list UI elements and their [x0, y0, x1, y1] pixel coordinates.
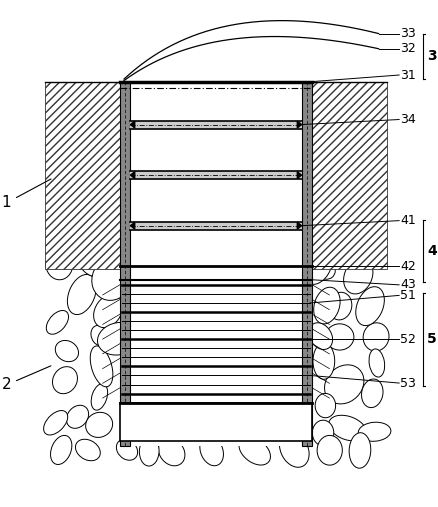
Ellipse shape [90, 346, 113, 387]
Ellipse shape [75, 439, 100, 461]
Ellipse shape [363, 323, 389, 351]
Ellipse shape [91, 325, 108, 346]
Ellipse shape [315, 393, 336, 418]
Bar [131, 82, 302, 446]
Ellipse shape [325, 324, 354, 350]
Ellipse shape [309, 323, 332, 349]
Text: 1: 1 [2, 179, 51, 210]
Bar [120, 403, 312, 441]
Ellipse shape [317, 436, 343, 465]
Ellipse shape [55, 340, 78, 361]
Ellipse shape [94, 295, 123, 328]
Bar [302, 82, 312, 446]
Ellipse shape [358, 422, 391, 441]
Text: 3: 3 [427, 49, 437, 63]
Bar [312, 82, 387, 269]
Text: 32: 32 [400, 42, 416, 55]
Ellipse shape [67, 274, 96, 314]
Ellipse shape [46, 248, 73, 280]
Ellipse shape [356, 286, 384, 325]
Polygon shape [131, 121, 135, 128]
Ellipse shape [313, 343, 335, 379]
Ellipse shape [86, 412, 113, 438]
Polygon shape [131, 172, 135, 178]
Polygon shape [297, 121, 302, 128]
Text: 2: 2 [2, 366, 51, 392]
Ellipse shape [50, 436, 72, 464]
Text: 31: 31 [400, 68, 416, 82]
Ellipse shape [159, 438, 185, 466]
Ellipse shape [79, 252, 106, 277]
Ellipse shape [318, 262, 335, 279]
Ellipse shape [239, 437, 271, 465]
Bar [131, 171, 302, 179]
Ellipse shape [279, 431, 309, 467]
Ellipse shape [46, 310, 68, 334]
Polygon shape [131, 223, 135, 229]
Text: 4: 4 [427, 244, 437, 258]
Ellipse shape [98, 322, 139, 355]
Text: 34: 34 [400, 113, 416, 126]
Ellipse shape [344, 258, 373, 294]
Ellipse shape [307, 257, 331, 284]
Text: 5: 5 [427, 332, 437, 346]
Ellipse shape [53, 367, 78, 394]
Ellipse shape [349, 432, 371, 468]
Ellipse shape [92, 257, 132, 300]
Text: 42: 42 [400, 260, 416, 273]
Ellipse shape [67, 405, 88, 428]
Bar [131, 222, 302, 230]
Ellipse shape [139, 437, 159, 466]
Ellipse shape [44, 411, 68, 435]
Text: 52: 52 [400, 333, 416, 346]
Ellipse shape [325, 365, 364, 404]
Ellipse shape [328, 292, 352, 320]
Ellipse shape [117, 439, 138, 460]
Polygon shape [297, 223, 302, 229]
Ellipse shape [200, 436, 223, 466]
Text: 33: 33 [400, 27, 416, 40]
Text: 53: 53 [400, 377, 416, 389]
Ellipse shape [329, 415, 367, 441]
Text: 43: 43 [400, 278, 416, 292]
Ellipse shape [312, 420, 334, 446]
Ellipse shape [314, 287, 340, 324]
Ellipse shape [361, 379, 383, 408]
Bar [120, 82, 131, 446]
Ellipse shape [369, 349, 385, 377]
Polygon shape [297, 172, 302, 178]
Text: 41: 41 [400, 214, 416, 227]
Ellipse shape [91, 384, 108, 410]
Bar [45, 82, 131, 269]
Bar [131, 121, 302, 129]
Text: 51: 51 [400, 289, 416, 302]
